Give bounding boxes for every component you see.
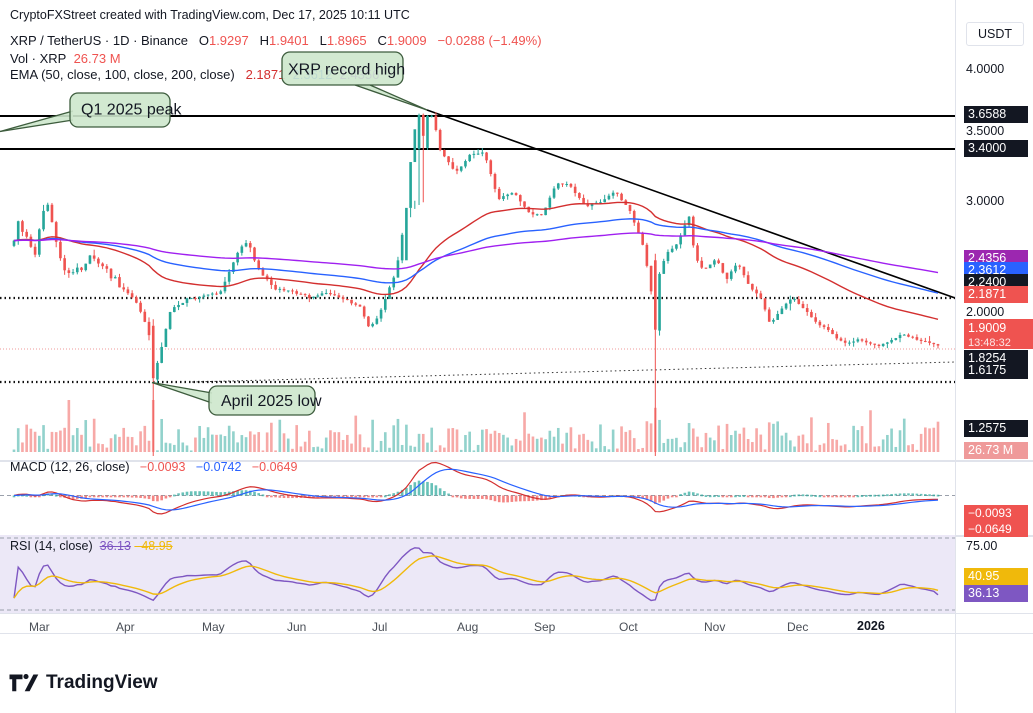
svg-text:XRP record high: XRP record high — [288, 62, 405, 79]
svg-text:Q1 2025 peak: Q1 2025 peak — [81, 102, 183, 119]
svg-text:April 2025 low: April 2025 low — [221, 393, 322, 410]
